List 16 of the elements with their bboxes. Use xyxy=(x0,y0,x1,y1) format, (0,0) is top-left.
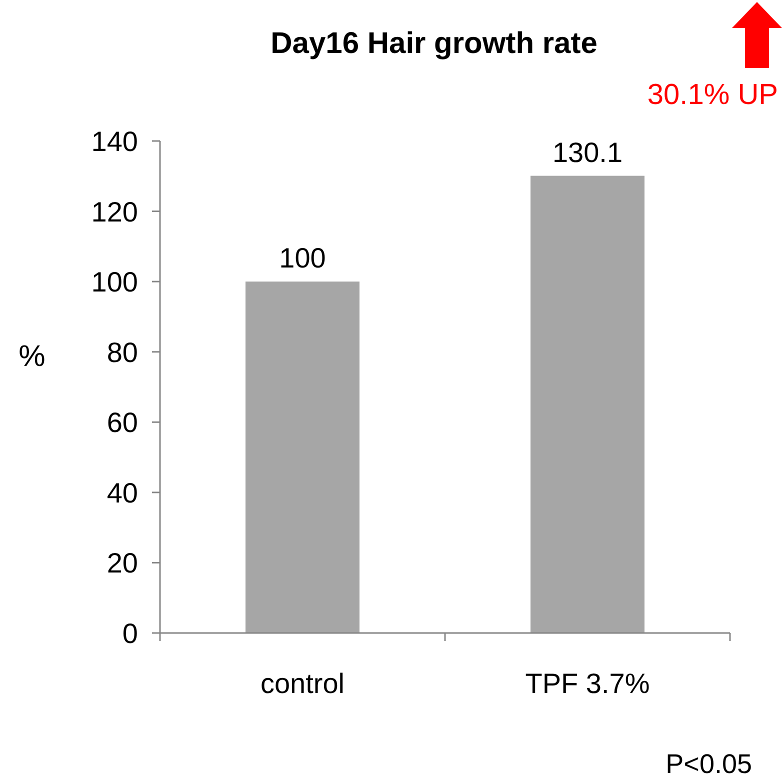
chart-title: Day16 Hair growth rate xyxy=(270,27,598,60)
y-tick-label: 80 xyxy=(106,336,138,368)
data-label: 130.1 xyxy=(552,136,623,168)
x-tick-label: TPF 3.7% xyxy=(525,668,650,699)
y-tick-label: 120 xyxy=(91,196,138,228)
data-label: 100 xyxy=(279,242,326,274)
y-tick-label: 40 xyxy=(106,477,138,508)
y-tick-label: 60 xyxy=(106,407,138,438)
y-tick-label: 140 xyxy=(91,126,138,157)
y-tick-label: 100 xyxy=(91,266,138,298)
text: 30.1% UP xyxy=(647,79,778,111)
text: P<0.05 xyxy=(666,749,752,779)
y-axis-title: % xyxy=(18,340,46,373)
y-tick-label: 0 xyxy=(122,618,138,649)
y-tick-label: 20 xyxy=(106,548,138,579)
x-tick-label: control xyxy=(260,668,345,699)
